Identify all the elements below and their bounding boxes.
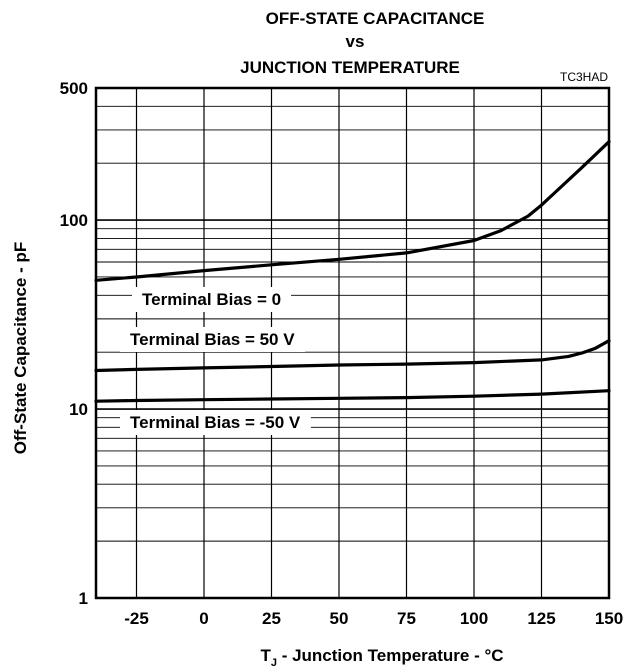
grid [96, 88, 609, 598]
x-tick-label: 150 [595, 609, 623, 628]
series-label-2: Terminal Bias = 50 V [120, 327, 306, 352]
y-tick-label: 100 [60, 211, 88, 230]
series-label-text: Terminal Bias = 0 [142, 290, 281, 309]
series-labels: Terminal Bias = 0 Terminal Bias = 50 V Ter… [120, 287, 311, 435]
x-axis-label-rest: - Junction Temperature - °C [277, 646, 504, 665]
x-tick-label: 50 [330, 609, 349, 628]
series-label-background [120, 410, 311, 435]
series-label-text: Terminal Bias = -50 V [130, 413, 301, 432]
y-tick-label: 1 [79, 589, 88, 608]
series-label-background [132, 287, 292, 312]
series-lines [94, 140, 611, 403]
series-label-background [120, 327, 306, 352]
chart-title-line-1: OFF-STATE CAPACITANCE [266, 9, 485, 28]
figure-tag: TC3HAD [560, 70, 608, 84]
x-tick-label: 75 [397, 609, 416, 628]
tick-labels: -25 0 25 50 75 100 125 150 1 10 100 500 [60, 79, 624, 628]
x-tick-label: 0 [199, 609, 208, 628]
series-label-3: Terminal Bias = -50 V [120, 410, 311, 435]
y-axis-label: Off-State Capacitance - pF [11, 242, 30, 455]
series-line-3 [94, 389, 611, 403]
chart-title-line-2: vs [346, 32, 365, 51]
x-axis-label: TJ - Junction Temperature - °C [260, 646, 503, 669]
y-tick-label: 10 [69, 400, 88, 419]
x-axis-label-prefix: T [260, 646, 271, 665]
plot-frame [94, 86, 611, 600]
series-line-2 [94, 339, 611, 373]
x-axis-label-subscript: J [271, 657, 277, 669]
x-tick-label: 25 [262, 609, 281, 628]
series-label-1: Terminal Bias = 0 [132, 287, 292, 312]
x-tick-label: -25 [124, 609, 149, 628]
x-tick-label: 125 [527, 609, 555, 628]
x-tick-label: 100 [460, 609, 488, 628]
series-label-text: Terminal Bias = 50 V [130, 330, 295, 349]
chart-title-line-3: JUNCTION TEMPERATURE [240, 58, 460, 77]
y-tick-label: 500 [60, 79, 88, 98]
series-line-1 [94, 140, 611, 282]
